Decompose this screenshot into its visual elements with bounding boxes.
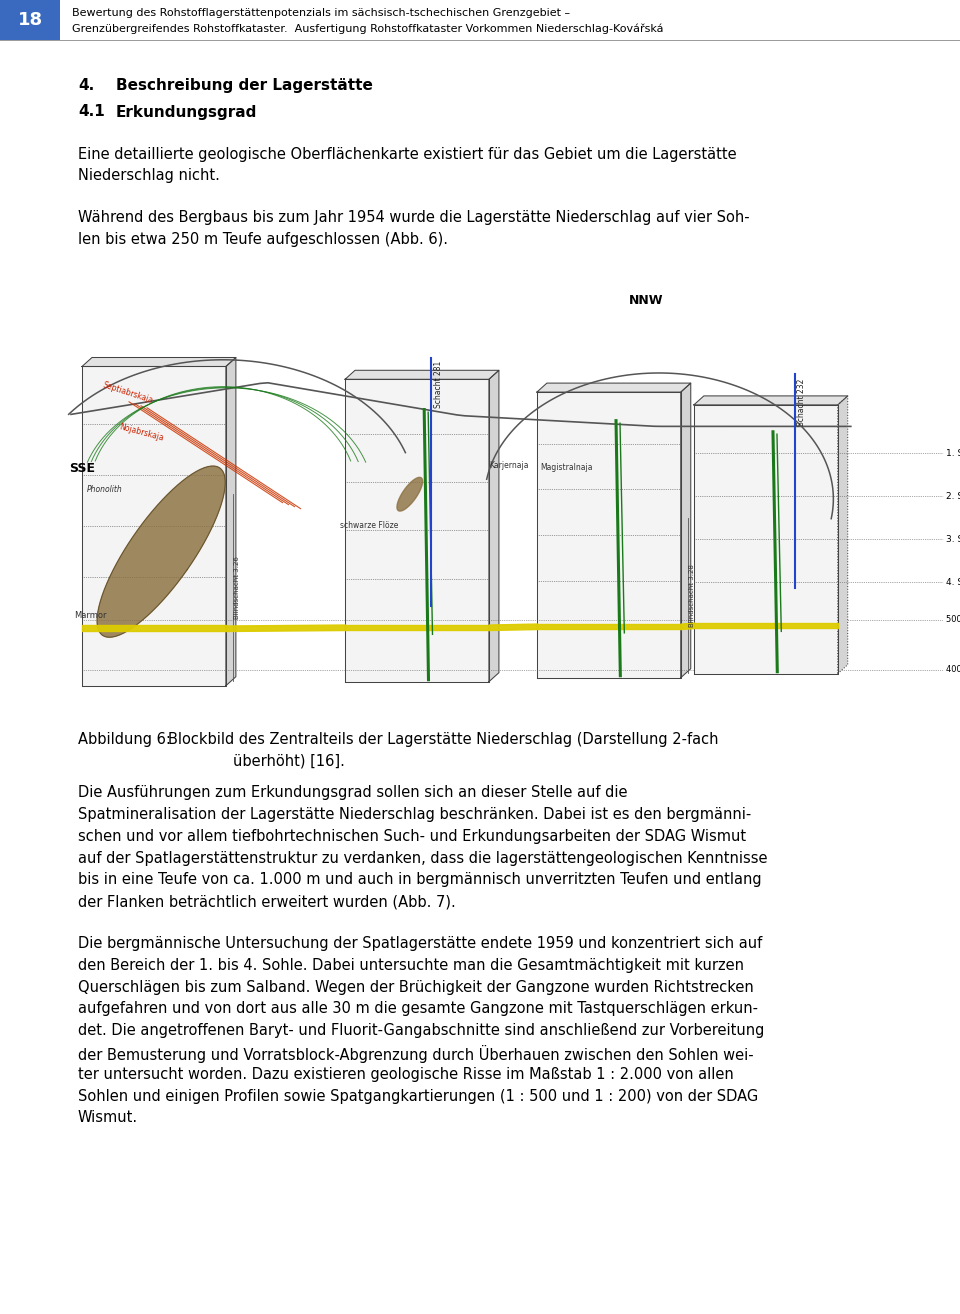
Text: Grenzübergreifendes Rohstoffkataster.  Ausfertigung Rohstoffkataster Vorkommen N: Grenzübergreifendes Rohstoffkataster. Au… [72, 24, 663, 34]
Text: Blindschacht 3.26: Blindschacht 3.26 [234, 556, 240, 619]
Text: 4.1: 4.1 [78, 105, 105, 120]
Polygon shape [345, 371, 499, 380]
Polygon shape [345, 380, 489, 682]
Text: Schacht 281: Schacht 281 [434, 360, 443, 407]
Polygon shape [226, 357, 236, 686]
Polygon shape [82, 367, 226, 686]
Polygon shape [838, 396, 848, 674]
Text: Erkundungsgrad: Erkundungsgrad [116, 105, 257, 120]
Text: 500 mNHN: 500 mNHN [946, 615, 960, 624]
Text: auf der Spatlagerstättenstruktur zu verdanken, dass die lagerstättengeologischen: auf der Spatlagerstättenstruktur zu verd… [78, 850, 767, 866]
Text: 400 mNHN: 400 mNHN [946, 665, 960, 674]
Polygon shape [97, 466, 226, 637]
Text: Schacht 232: Schacht 232 [797, 378, 806, 426]
Text: Während des Bergbaus bis zum Jahr 1954 wurde die Lagerstätte Niederschlag auf vi: Während des Bergbaus bis zum Jahr 1954 w… [78, 210, 750, 225]
Text: Karjernaja: Karjernaja [489, 461, 528, 470]
Text: aufgefahren und von dort aus alle 30 m die gesamte Gangzone mit Tastquerschlägen: aufgefahren und von dort aus alle 30 m d… [78, 1001, 758, 1017]
Text: 18: 18 [17, 11, 42, 29]
Text: Phonolith: Phonolith [87, 485, 123, 494]
Polygon shape [694, 396, 848, 405]
Text: schwarze Flöze: schwarze Flöze [340, 522, 398, 531]
Text: 2. Sohle: 2. Sohle [946, 491, 960, 501]
Text: der Flanken beträchtlich erweitert wurden (Abb. 7).: der Flanken beträchtlich erweitert wurde… [78, 895, 456, 909]
Text: Bewertung des Rohstofflagerstättenpotenzials im sächsisch-tschechischen Grenzgeb: Bewertung des Rohstofflagerstättenpotenz… [72, 8, 570, 18]
Text: überhöht) [16].: überhöht) [16]. [233, 753, 345, 769]
Polygon shape [397, 477, 422, 511]
Text: den Bereich der 1. bis 4. Sohle. Dabei untersuchte man die Gesamtmächtigkeit mit: den Bereich der 1. bis 4. Sohle. Dabei u… [78, 958, 744, 972]
Polygon shape [537, 392, 681, 678]
Text: Beschreibung der Lagerstätte: Beschreibung der Lagerstätte [116, 78, 372, 93]
Bar [0, 0, 60, 39]
Polygon shape [681, 384, 691, 678]
Polygon shape [82, 357, 236, 367]
Text: Die Ausführungen zum Erkundungsgrad sollen sich an dieser Stelle auf die: Die Ausführungen zum Erkundungsgrad soll… [78, 786, 628, 800]
Text: len bis etwa 250 m Teufe aufgeschlossen (Abb. 6).: len bis etwa 250 m Teufe aufgeschlossen … [78, 231, 448, 247]
Text: 4. Sohle: 4. Sohle [946, 578, 960, 587]
Text: schen und vor allem tiefbohrtechnischen Such- und Erkundungsarbeiten der SDAG Wi: schen und vor allem tiefbohrtechnischen … [78, 829, 746, 844]
Text: Septiabrskaja: Septiabrskaja [101, 380, 154, 405]
Text: 1. Sohle: 1. Sohle [946, 449, 960, 457]
Text: Spatmineralisation der Lagerstätte Niederschlag beschränken. Dabei ist es den be: Spatmineralisation der Lagerstätte Niede… [78, 807, 752, 823]
Text: det. Die angetroffenen Baryt- und Fluorit-Gangabschnitte sind anschließend zur V: det. Die angetroffenen Baryt- und Fluori… [78, 1024, 764, 1038]
Text: ter untersucht worden. Dazu existieren geologische Risse im Maßstab 1 : 2.000 vo: ter untersucht worden. Dazu existieren g… [78, 1067, 733, 1081]
Polygon shape [489, 371, 499, 682]
Text: Die bergmännische Untersuchung der Spatlagerstätte endete 1959 und konzentriert : Die bergmännische Untersuchung der Spatl… [78, 936, 762, 951]
Text: 3. Sohle: 3. Sohle [946, 535, 960, 544]
Text: Abbildung 6:: Abbildung 6: [78, 732, 171, 746]
Text: Eine detaillierte geologische Oberflächenkarte existiert für das Gebiet um die L: Eine detaillierte geologische Oberfläche… [78, 146, 736, 162]
Text: Blockbild des Zentralteils der Lagerstätte Niederschlag (Darstellung 2-fach: Blockbild des Zentralteils der Lagerstät… [168, 732, 718, 746]
Text: SSE: SSE [69, 463, 95, 474]
Text: NNW: NNW [629, 294, 663, 306]
Text: Wismut.: Wismut. [78, 1110, 138, 1126]
Polygon shape [694, 405, 838, 674]
Text: Querschlägen bis zum Salband. Wegen der Brüchigkeit der Gangzone wurden Richtstr: Querschlägen bis zum Salband. Wegen der … [78, 980, 754, 995]
Text: Niederschlag nicht.: Niederschlag nicht. [78, 168, 220, 183]
Text: der Bemusterung und Vorratsblock-Abgrenzung durch Überhauen zwischen den Sohlen : der Bemusterung und Vorratsblock-Abgrenz… [78, 1045, 754, 1063]
Text: Nojabrskaja: Nojabrskaja [118, 423, 164, 443]
Text: Sohlen und einigen Profilen sowie Spatgangkartierungen (1 : 500 und 1 : 200) von: Sohlen und einigen Profilen sowie Spatga… [78, 1089, 758, 1104]
Text: 4.: 4. [78, 78, 94, 93]
Text: Magistralnaja: Magistralnaja [540, 463, 592, 472]
Text: Marmor: Marmor [74, 611, 107, 620]
Polygon shape [537, 384, 691, 392]
Text: bis in eine Teufe von ca. 1.000 m und auch in bergmännisch unverritzten Teufen u: bis in eine Teufe von ca. 1.000 m und au… [78, 872, 761, 887]
Text: Blindschacht 3.28: Blindschacht 3.28 [689, 564, 695, 627]
